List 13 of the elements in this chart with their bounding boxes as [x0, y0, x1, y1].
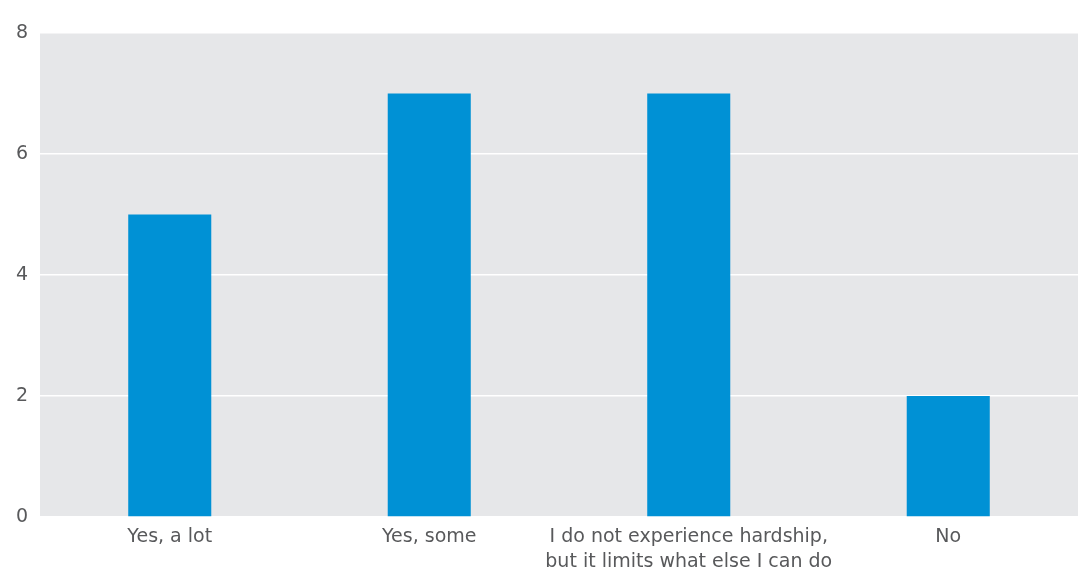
x-tick-label: I do not experience hardship, but it limits what else I can do — [545, 524, 833, 571]
y-tick-label: 2 — [15, 382, 28, 405]
y-tick-label: 8 — [15, 19, 28, 42]
y-tick-label: 4 — [15, 261, 28, 284]
bar — [387, 93, 471, 517]
x-tick-label: Yes, some — [381, 524, 477, 547]
bar — [647, 93, 731, 517]
x-tick-label: No — [935, 524, 962, 547]
y-tick-label: 0 — [15, 503, 28, 526]
bar — [906, 396, 990, 517]
bar — [128, 214, 212, 517]
x-tick-label: Yes, a lot — [126, 524, 213, 547]
y-tick-label: 6 — [15, 140, 28, 163]
